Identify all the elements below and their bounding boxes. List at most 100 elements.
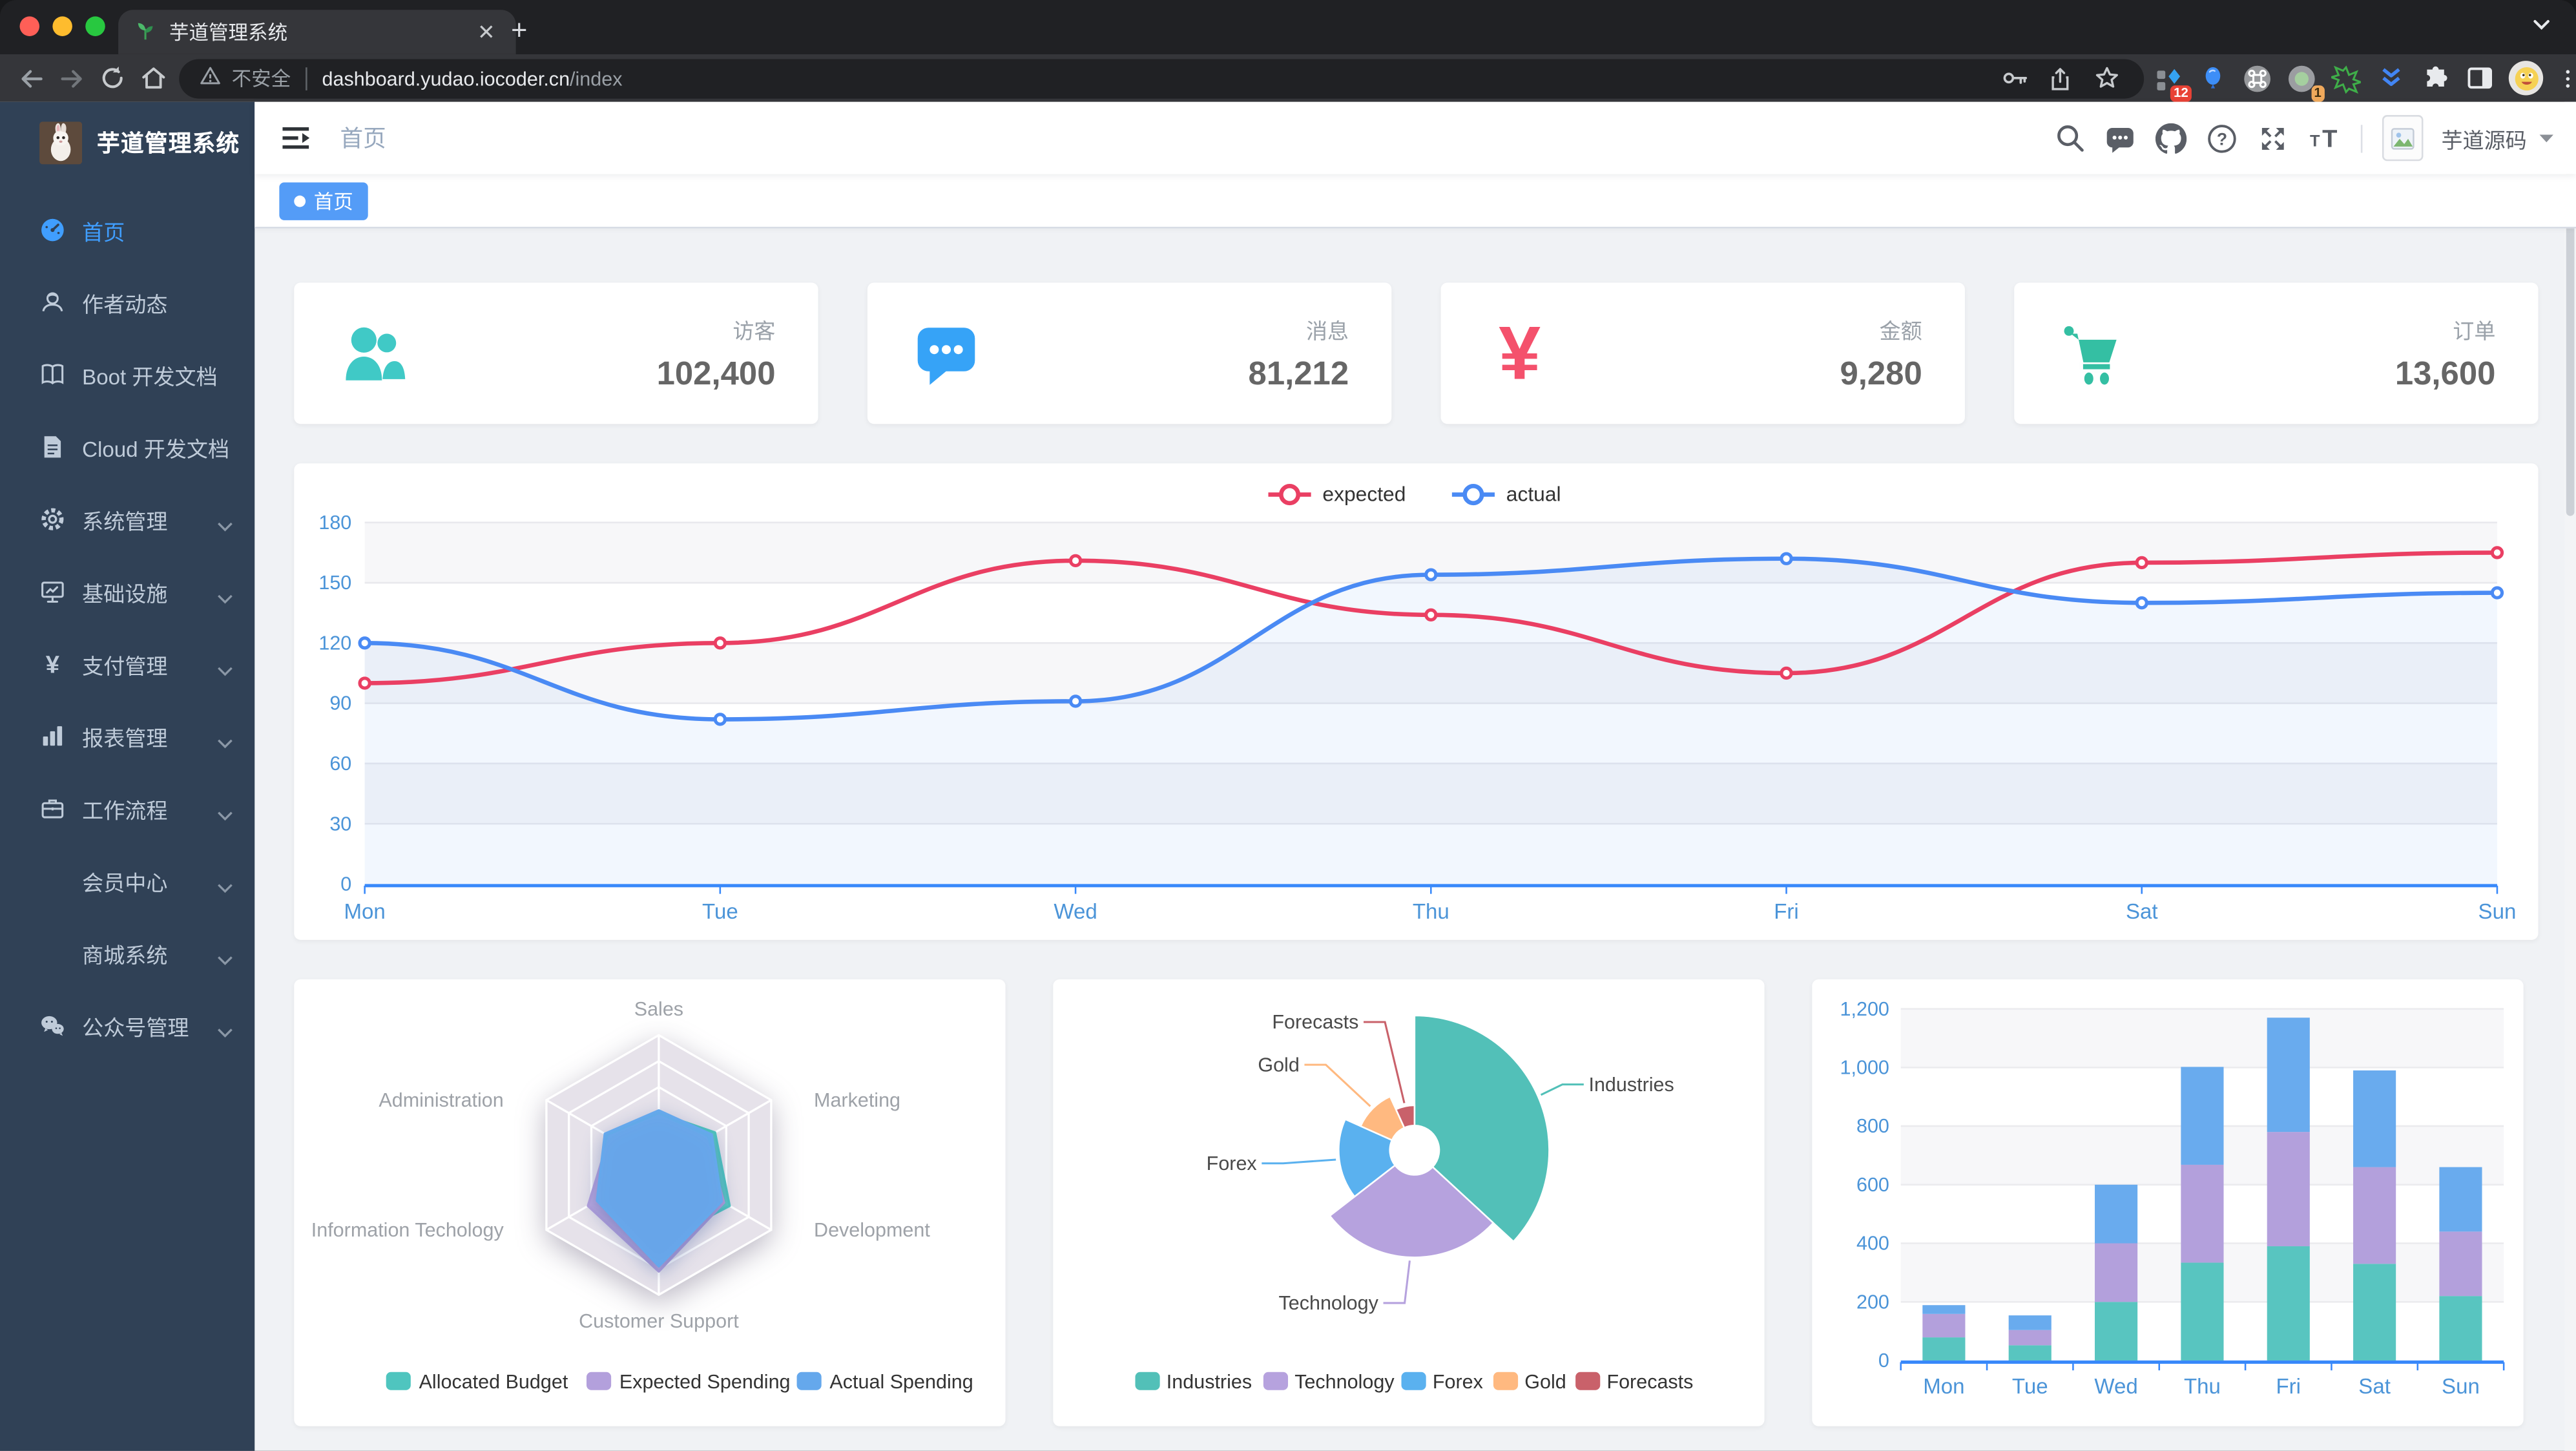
bar-segment[interactable] bbox=[2267, 1246, 2310, 1361]
bar-segment[interactable] bbox=[2095, 1184, 2138, 1244]
legend-item-forex[interactable]: Forex bbox=[1401, 1371, 1483, 1393]
legend-item-allocated-budget[interactable]: Allocated Budget bbox=[386, 1371, 568, 1393]
window-zoom-button[interactable] bbox=[85, 16, 105, 36]
bar-segment[interactable] bbox=[1922, 1313, 1966, 1338]
bar-segment[interactable] bbox=[2439, 1231, 2482, 1297]
sidebar-item-wechat[interactable]: 公众号管理 bbox=[0, 989, 254, 1061]
pie-slice-forex[interactable] bbox=[1338, 1118, 1397, 1198]
side-panel-icon[interactable] bbox=[2459, 58, 2498, 98]
help-icon[interactable]: ? bbox=[2207, 121, 2239, 154]
tab-title: 芋道管理系统 bbox=[169, 21, 288, 45]
legend-item-forecasts[interactable]: Forecasts bbox=[1575, 1371, 1693, 1393]
extension-boxes-icon[interactable]: 12 bbox=[2149, 58, 2192, 101]
bar-segment[interactable] bbox=[2353, 1167, 2396, 1264]
tab-close-icon[interactable]: ✕ bbox=[477, 19, 495, 44]
stat-card-orders[interactable]: 订单 13,600 bbox=[2014, 282, 2539, 424]
legend-item-actual-spending[interactable]: Actual Spending bbox=[796, 1371, 973, 1393]
bar-segment[interactable] bbox=[2008, 1315, 2051, 1330]
pie-slice-gold[interactable] bbox=[1359, 1095, 1406, 1142]
extensions-puzzle-icon[interactable] bbox=[2415, 58, 2455, 98]
legend-item-gold[interactable]: Gold bbox=[1493, 1371, 1566, 1393]
extension-balloon-icon[interactable] bbox=[2193, 58, 2232, 98]
bar-segment[interactable] bbox=[2353, 1264, 2396, 1361]
sidebar-logo[interactable]: 芋道管理系统 bbox=[0, 102, 254, 184]
legend-item-industries[interactable]: Industries bbox=[1135, 1371, 1252, 1393]
pie-slice-technology[interactable] bbox=[1328, 1164, 1495, 1258]
sidebar-item-infra[interactable]: 基础设施 bbox=[0, 556, 254, 628]
extension-chevrons-icon[interactable] bbox=[2371, 58, 2410, 98]
sidebar-item-cloud-docs[interactable]: Cloud 开发文档 bbox=[0, 411, 254, 483]
sidebar-item-payment[interactable]: ¥ 支付管理 bbox=[0, 628, 254, 700]
extension-badge: 12 bbox=[2170, 84, 2192, 101]
bar-segment[interactable] bbox=[2008, 1330, 2051, 1346]
sidebar-item-system[interactable]: 系统管理 bbox=[0, 483, 254, 556]
bar-segment[interactable] bbox=[2181, 1262, 2224, 1361]
sidebar-toggle-icon[interactable] bbox=[279, 121, 312, 154]
legend-item-technology[interactable]: Technology bbox=[1263, 1371, 1395, 1393]
security-label[interactable]: 不安全 bbox=[231, 67, 291, 90]
bar-segment[interactable] bbox=[2095, 1302, 2138, 1361]
legend-item-expected-spending[interactable]: Expected Spending bbox=[586, 1371, 791, 1393]
bar-segment[interactable] bbox=[2439, 1167, 2482, 1232]
fullscreen-icon[interactable] bbox=[2258, 121, 2290, 154]
bar-segment[interactable] bbox=[2181, 1067, 2224, 1165]
legend-item-expected[interactable]: expected bbox=[1268, 483, 1406, 506]
stat-card-money[interactable]: ¥ 金额 9,280 bbox=[1440, 282, 1965, 424]
browser-profile-avatar[interactable] bbox=[2508, 61, 2544, 96]
bookmark-star-icon[interactable] bbox=[2088, 60, 2124, 96]
bar-segment[interactable] bbox=[2095, 1243, 2138, 1302]
extension-camera-icon[interactable]: 1 bbox=[2282, 58, 2325, 101]
sidebar-item-boot-docs[interactable]: Boot 开发文档 bbox=[0, 339, 254, 411]
bar-segment[interactable] bbox=[2008, 1345, 2051, 1361]
browser-menu-icon[interactable] bbox=[2548, 58, 2576, 98]
sidebar-item-reports[interactable]: 报表管理 bbox=[0, 700, 254, 772]
sidebar-item-home[interactable]: 首页 bbox=[0, 194, 254, 266]
address-bar[interactable]: 不安全 dashboard.yudao.iocoder.cn/index bbox=[179, 58, 2145, 98]
password-key-icon[interactable] bbox=[1996, 60, 2032, 96]
extension-green-star-icon[interactable] bbox=[2326, 58, 2365, 98]
new-tab-button[interactable]: + bbox=[511, 14, 528, 47]
stat-card-visitors[interactable]: 访客 102,400 bbox=[294, 282, 818, 424]
breadcrumb[interactable]: 首页 bbox=[340, 125, 386, 151]
github-icon[interactable] bbox=[2155, 121, 2188, 154]
stat-card-messages[interactable]: 消息 81,212 bbox=[867, 282, 1392, 424]
search-icon[interactable] bbox=[2053, 121, 2086, 154]
extension-command-icon[interactable] bbox=[2238, 58, 2277, 98]
bar-segment[interactable] bbox=[2267, 1132, 2310, 1247]
bar-segment[interactable] bbox=[2353, 1070, 2396, 1167]
sidebar-item-workflow[interactable]: 工作流程 bbox=[0, 772, 254, 844]
bar-segment[interactable] bbox=[1922, 1337, 1966, 1361]
home-icon[interactable] bbox=[133, 57, 174, 99]
back-icon[interactable] bbox=[10, 57, 51, 99]
window-close-button[interactable] bbox=[19, 16, 40, 36]
forward-icon[interactable] bbox=[51, 57, 92, 99]
user-avatar[interactable] bbox=[2382, 115, 2424, 162]
legend-item-actual[interactable]: actual bbox=[1451, 483, 1561, 506]
sidebar-item-members[interactable]: 会员中心 bbox=[0, 844, 254, 917]
bar-segment[interactable] bbox=[2267, 1018, 2310, 1133]
sidebar: 芋道管理系统 首页 作者动态 Boot 开发文档 Cloud 开发文档 bbox=[0, 101, 255, 1451]
username[interactable]: 芋道源码 bbox=[2441, 127, 2527, 152]
browser-tab[interactable]: 芋道管理系统 ✕ bbox=[118, 10, 516, 54]
tab-search-chevron-icon[interactable] bbox=[2530, 13, 2553, 44]
bar-segment[interactable] bbox=[1922, 1305, 1966, 1314]
share-icon[interactable] bbox=[2042, 60, 2078, 96]
tag-home[interactable]: 首页 bbox=[279, 182, 368, 220]
reload-icon[interactable] bbox=[92, 57, 133, 99]
bar-segment[interactable] bbox=[2181, 1164, 2224, 1263]
pie-slice-forecasts[interactable] bbox=[1395, 1104, 1416, 1129]
message-icon[interactable] bbox=[2104, 121, 2137, 154]
sidebar-item-label: 公众号管理 bbox=[82, 1014, 189, 1039]
sidebar-item-label: 会员中心 bbox=[82, 870, 168, 895]
pie-slice-industries[interactable] bbox=[1413, 1014, 1550, 1243]
bar-segment[interactable] bbox=[2439, 1296, 2482, 1361]
window-minimize-button[interactable] bbox=[52, 16, 72, 36]
security-warning-icon[interactable] bbox=[199, 64, 222, 92]
svg-text:Fri: Fri bbox=[1774, 900, 1799, 924]
user-menu-caret-icon[interactable] bbox=[2539, 123, 2555, 153]
sidebar-item-mall[interactable]: 商城系统 bbox=[0, 917, 254, 989]
sidebar-item-author[interactable]: 作者动态 bbox=[0, 266, 254, 339]
page-scrollbar[interactable] bbox=[2564, 101, 2576, 1451]
svg-text:¥: ¥ bbox=[1499, 317, 1541, 390]
